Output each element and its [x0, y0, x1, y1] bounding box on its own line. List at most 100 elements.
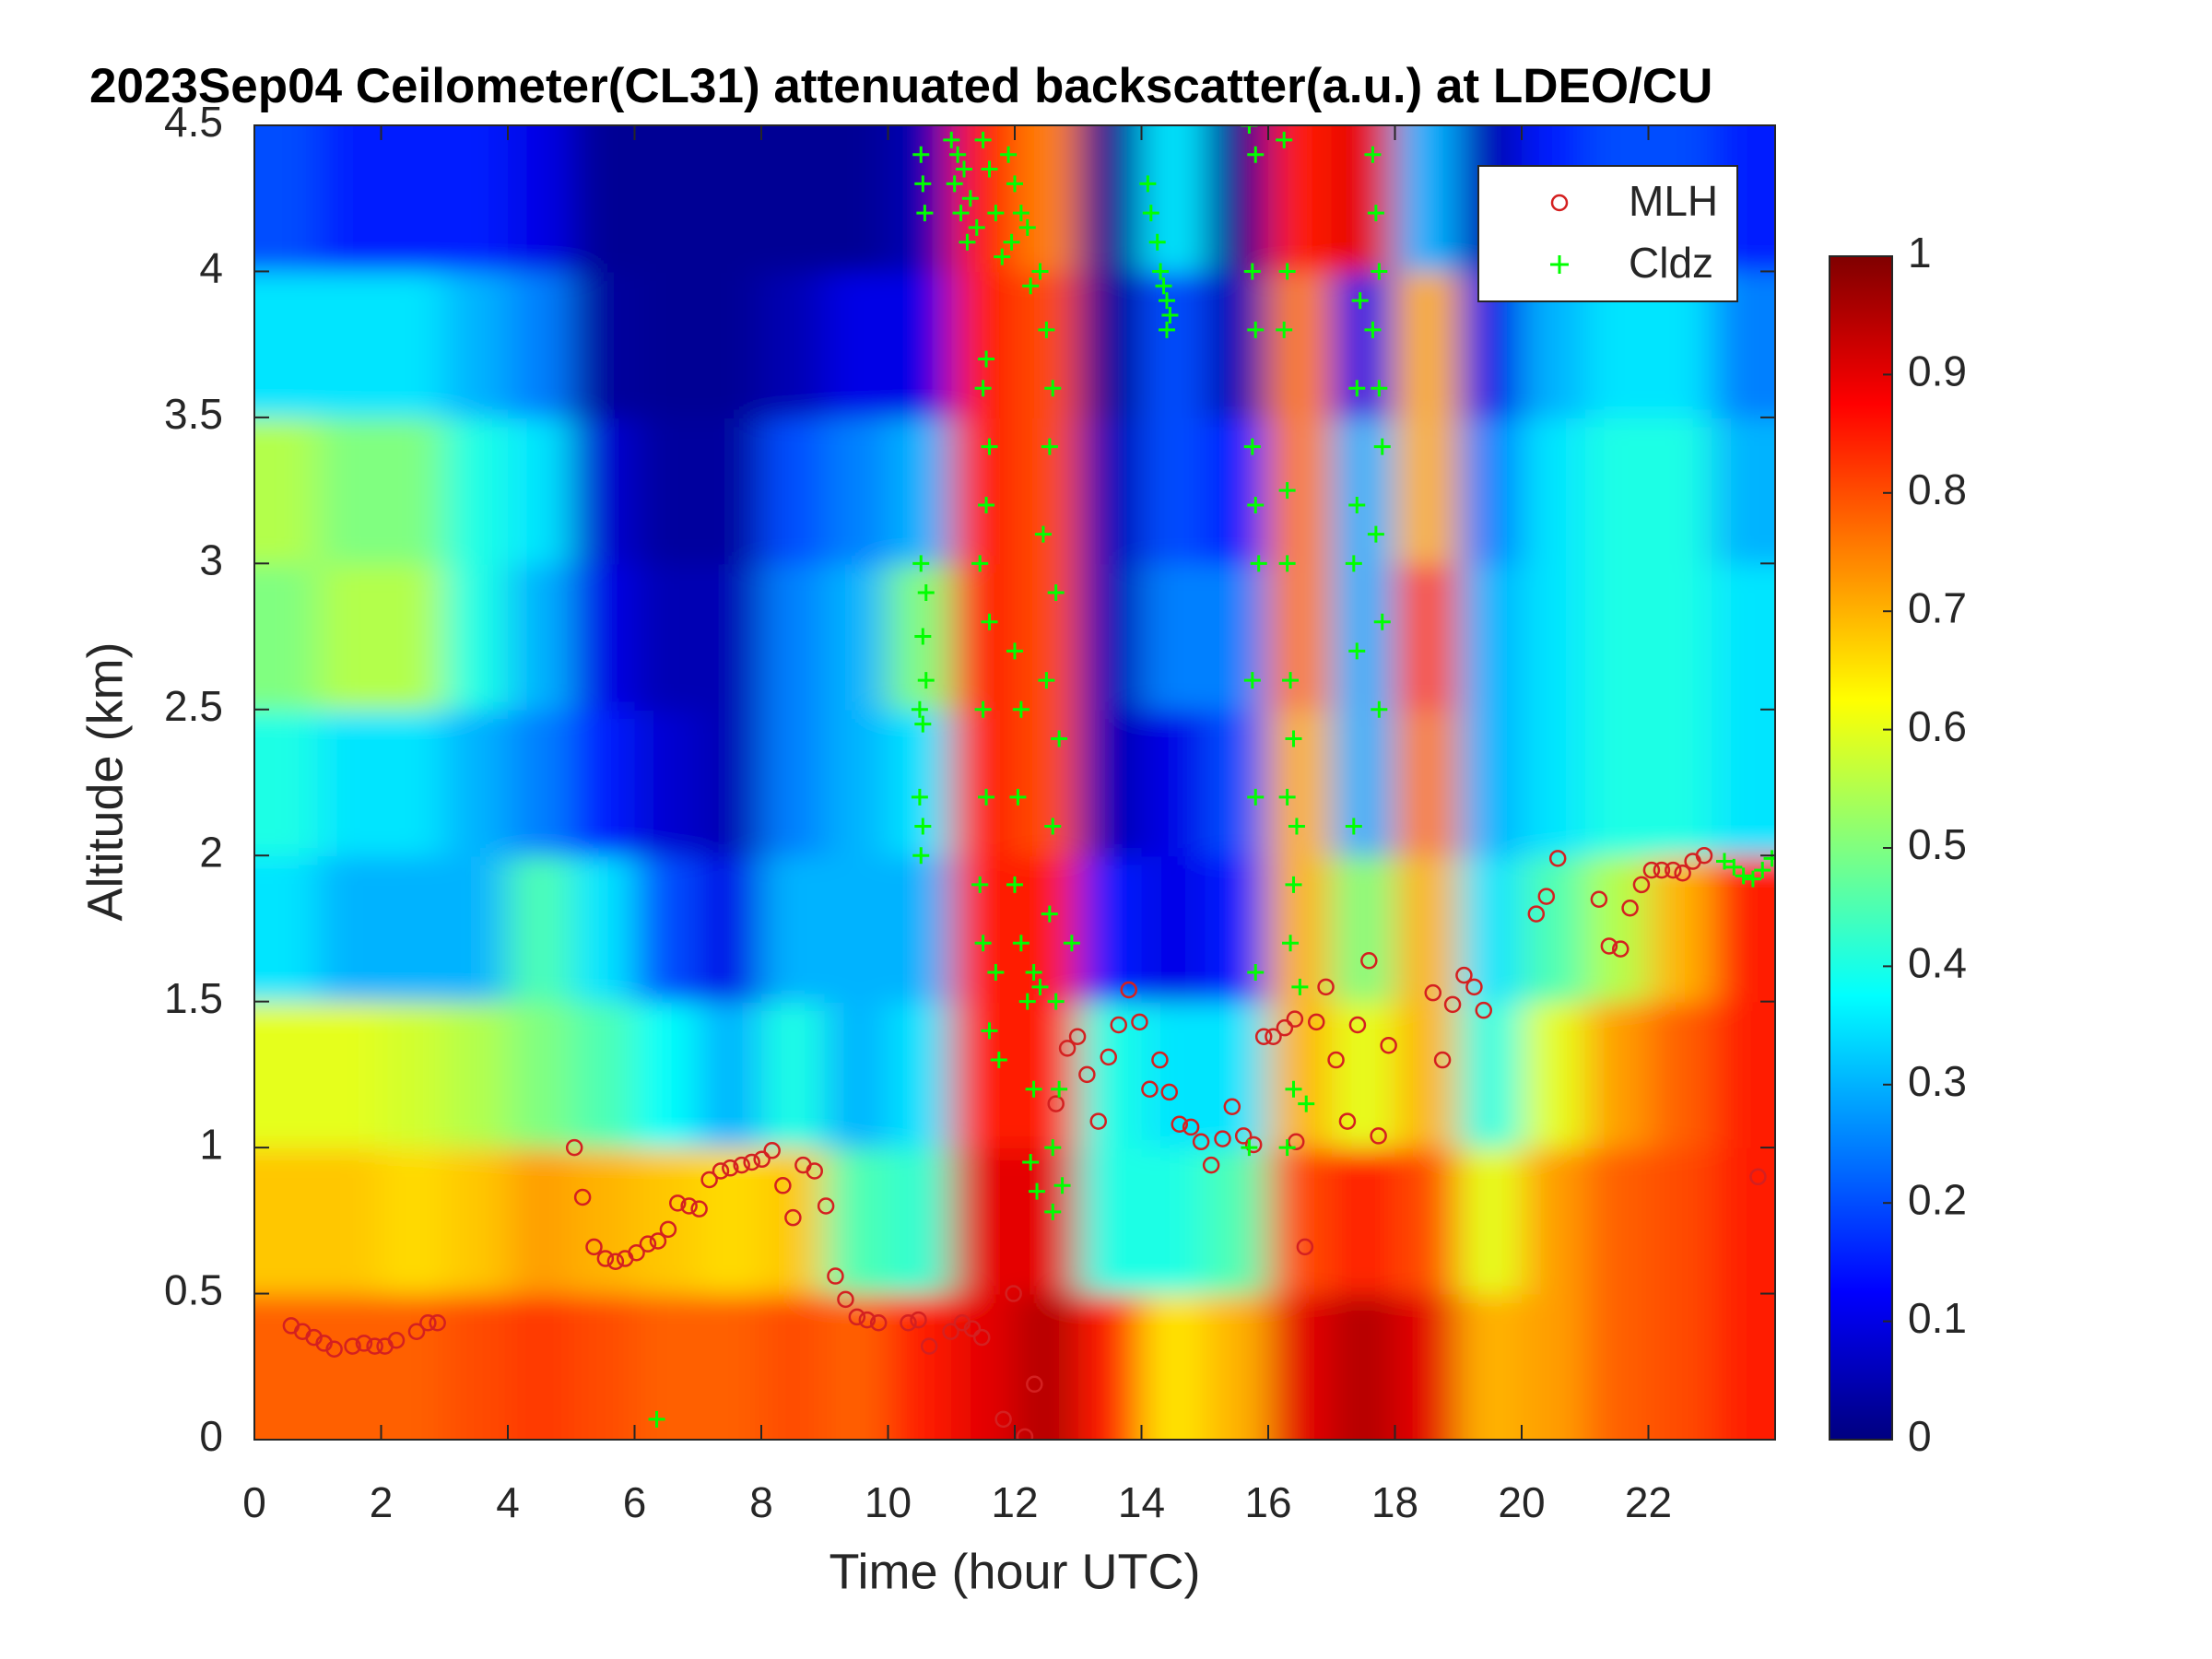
heatmap-cell — [1205, 855, 1269, 1003]
cldz-point — [1276, 321, 1293, 338]
mlh-point — [1288, 1133, 1305, 1151]
heatmap-cell — [317, 125, 382, 273]
mlh-point — [1265, 1028, 1282, 1045]
cldz-point — [974, 700, 992, 718]
mlh-point — [700, 1171, 718, 1189]
legend-box — [1477, 165, 1738, 302]
heatmap-cell — [381, 563, 446, 711]
heatmap-cell — [508, 271, 572, 418]
mlh-point — [1360, 952, 1378, 970]
heatmap-cell — [1268, 1293, 1333, 1440]
heatmap-cell — [888, 1147, 953, 1295]
heatmap-cell — [634, 1293, 700, 1440]
cldz-point — [914, 628, 932, 645]
heatmap-cell — [1331, 709, 1396, 857]
colorbar-tick-label: 0.8 — [1908, 465, 1967, 513]
mlh-point — [419, 1313, 437, 1332]
heatmap-cell — [1584, 709, 1650, 857]
cldz-point — [912, 146, 930, 163]
heatmap-cell — [1205, 1293, 1269, 1440]
mlh-point — [1058, 1040, 1077, 1057]
cldz-point — [974, 380, 992, 397]
cldz-point — [1364, 146, 1382, 163]
cldz-point — [956, 160, 972, 178]
heatmap-cell — [1712, 1001, 1775, 1149]
heatmap-cell — [1584, 1001, 1650, 1149]
heatmap-cell — [761, 855, 826, 1003]
cldz-point — [1348, 380, 1366, 397]
heatmap-cell — [1205, 1001, 1269, 1149]
cldz-point — [1038, 672, 1055, 689]
x-tick-label: 10 — [865, 1478, 912, 1526]
heatmap-cell — [508, 563, 572, 711]
cldz-point — [990, 1052, 1007, 1069]
heatmap-cell — [634, 1001, 700, 1149]
mlh-point — [1600, 937, 1618, 955]
cldz-point — [1247, 146, 1265, 163]
mlh-point — [1296, 1238, 1314, 1256]
heatmap-cell — [508, 417, 572, 565]
mlh-point — [763, 1142, 781, 1159]
heatmap-cell — [634, 709, 700, 857]
heatmap-cell — [1141, 125, 1206, 273]
cldz-point — [1241, 1139, 1258, 1157]
heatmap-cell — [634, 125, 700, 273]
heatmap-cell — [571, 1147, 636, 1295]
heatmap-cell — [254, 1293, 319, 1440]
y-tick-label: 1 — [199, 1120, 223, 1168]
mlh-point — [920, 1337, 938, 1355]
heatmap-cell — [951, 1293, 1016, 1440]
mlh-point — [1749, 1168, 1767, 1186]
mlh-point — [366, 1337, 383, 1355]
heatmap-cell — [571, 1293, 636, 1440]
mlh-point — [325, 1340, 343, 1359]
heatmap-cell — [1458, 855, 1523, 1003]
cldz-point — [1063, 935, 1080, 952]
cldz-point — [917, 584, 935, 602]
heatmap-cell — [1331, 855, 1396, 1003]
cldz-point — [1373, 438, 1391, 455]
heatmap-cell — [1584, 563, 1650, 711]
cldz-point — [914, 715, 932, 733]
heatmap-cell — [508, 1147, 572, 1295]
y-tick-label: 2 — [199, 828, 223, 876]
cldz-point — [978, 350, 995, 368]
mlh-point — [355, 1335, 373, 1352]
heatmap-cell — [951, 709, 1016, 857]
mlh-point — [690, 1200, 708, 1218]
cldz-point — [1291, 978, 1309, 995]
y-tick-label: 4 — [199, 244, 223, 292]
mlh-point — [1380, 1036, 1397, 1054]
x-tick-label: 8 — [749, 1478, 773, 1526]
heatmap-cell — [1331, 1293, 1396, 1440]
mlh-point — [1276, 1018, 1294, 1037]
cldz-point — [1345, 818, 1362, 835]
mlh-point — [1089, 1112, 1107, 1130]
mlh-point — [1642, 861, 1661, 879]
y-tick-label: 4.5 — [164, 98, 223, 146]
heatmap-cell — [824, 563, 889, 711]
cldz-point — [946, 175, 963, 193]
heatmap-cell — [254, 271, 319, 418]
cldz-point — [1031, 263, 1049, 280]
heatmap-cell — [824, 709, 889, 857]
heatmap-cell — [1458, 563, 1523, 711]
mlh-point — [1254, 1028, 1273, 1045]
heatmap-cell — [317, 709, 382, 857]
cldz-point — [1041, 905, 1058, 923]
heatmap-cell — [1268, 1147, 1333, 1295]
heatmap-cell — [1015, 1001, 1079, 1149]
heatmap-cell — [634, 271, 700, 418]
y-tick-label: 3 — [199, 535, 223, 583]
mlh-point — [1348, 1016, 1367, 1034]
heatmap-cell — [1077, 709, 1143, 857]
cldz-point — [911, 788, 928, 806]
heatmap-cell — [571, 125, 636, 273]
cldz-point — [968, 218, 985, 236]
colorbar-tick-label: 0.7 — [1908, 583, 1967, 631]
heatmap-cell — [571, 1001, 636, 1149]
mlh-point — [387, 1332, 406, 1349]
cldz-point — [1247, 321, 1265, 338]
heatmap-cell — [824, 271, 889, 418]
mlh-point — [712, 1162, 730, 1180]
